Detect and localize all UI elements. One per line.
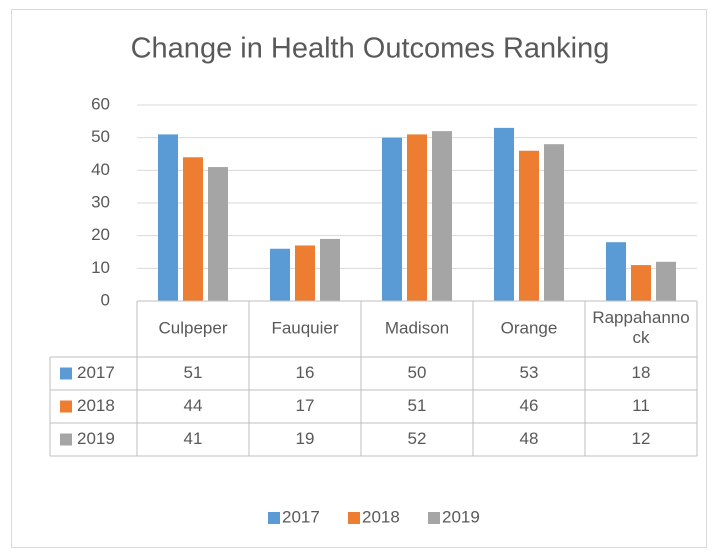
- bar: [183, 157, 203, 301]
- legend-label: 2019: [442, 507, 480, 526]
- y-tick-label: 60: [91, 94, 110, 113]
- y-tick-label: 50: [91, 127, 110, 146]
- table-value: 48: [520, 429, 539, 448]
- table-value: 50: [408, 363, 427, 382]
- y-tick-label: 0: [101, 290, 110, 309]
- y-tick-label: 20: [91, 225, 110, 244]
- table-value: 53: [520, 363, 539, 382]
- table-value: 17: [296, 396, 315, 415]
- table-value: 51: [184, 363, 203, 382]
- table-value: 52: [408, 429, 427, 448]
- x-tick-label: Fauquier: [271, 318, 338, 337]
- x-tick-label: Culpeper: [159, 318, 228, 337]
- x-tick-label: Madison: [385, 318, 449, 337]
- table-value: 46: [520, 396, 539, 415]
- y-tick-label: 10: [91, 258, 110, 277]
- bar: [494, 127, 514, 301]
- bar: [382, 137, 402, 301]
- bar: [158, 134, 178, 301]
- y-tick-label: 30: [91, 192, 110, 211]
- bar: [656, 261, 676, 301]
- table-value: 12: [632, 429, 651, 448]
- bar: [631, 265, 651, 301]
- bar: [519, 150, 539, 301]
- bar: [208, 167, 228, 301]
- x-tick-label: Rappahanno ck: [592, 308, 689, 347]
- legend-key: [60, 433, 72, 446]
- legend-label: 2019: [77, 429, 115, 448]
- bar: [320, 238, 340, 301]
- legend-label: 2018: [362, 507, 400, 526]
- table-value: 18: [632, 363, 651, 382]
- bar: [432, 131, 452, 301]
- legend-key: [428, 512, 440, 524]
- legend-key: [268, 512, 280, 524]
- legend-label: 2017: [282, 507, 320, 526]
- bar: [606, 242, 626, 301]
- legend-key: [348, 512, 360, 524]
- table-value: 41: [184, 429, 203, 448]
- y-tick-label: 40: [91, 160, 110, 179]
- legend-label: 2017: [77, 363, 115, 382]
- x-tick-label: Orange: [501, 318, 558, 337]
- bar: [407, 134, 427, 301]
- chart-border: [11, 9, 707, 548]
- bar: [544, 144, 564, 301]
- bar: [270, 248, 290, 301]
- table-value: 51: [408, 396, 427, 415]
- chart-title: Change in Health Outcomes Ranking: [131, 33, 610, 65]
- table-value: 16: [296, 363, 315, 382]
- bar: [295, 245, 315, 301]
- legend-label: 2018: [77, 396, 115, 415]
- table-value: 44: [184, 396, 203, 415]
- legend-key: [60, 367, 72, 380]
- table-value: 19: [296, 429, 315, 448]
- table-value: 11: [632, 396, 650, 415]
- legend-key: [60, 400, 72, 413]
